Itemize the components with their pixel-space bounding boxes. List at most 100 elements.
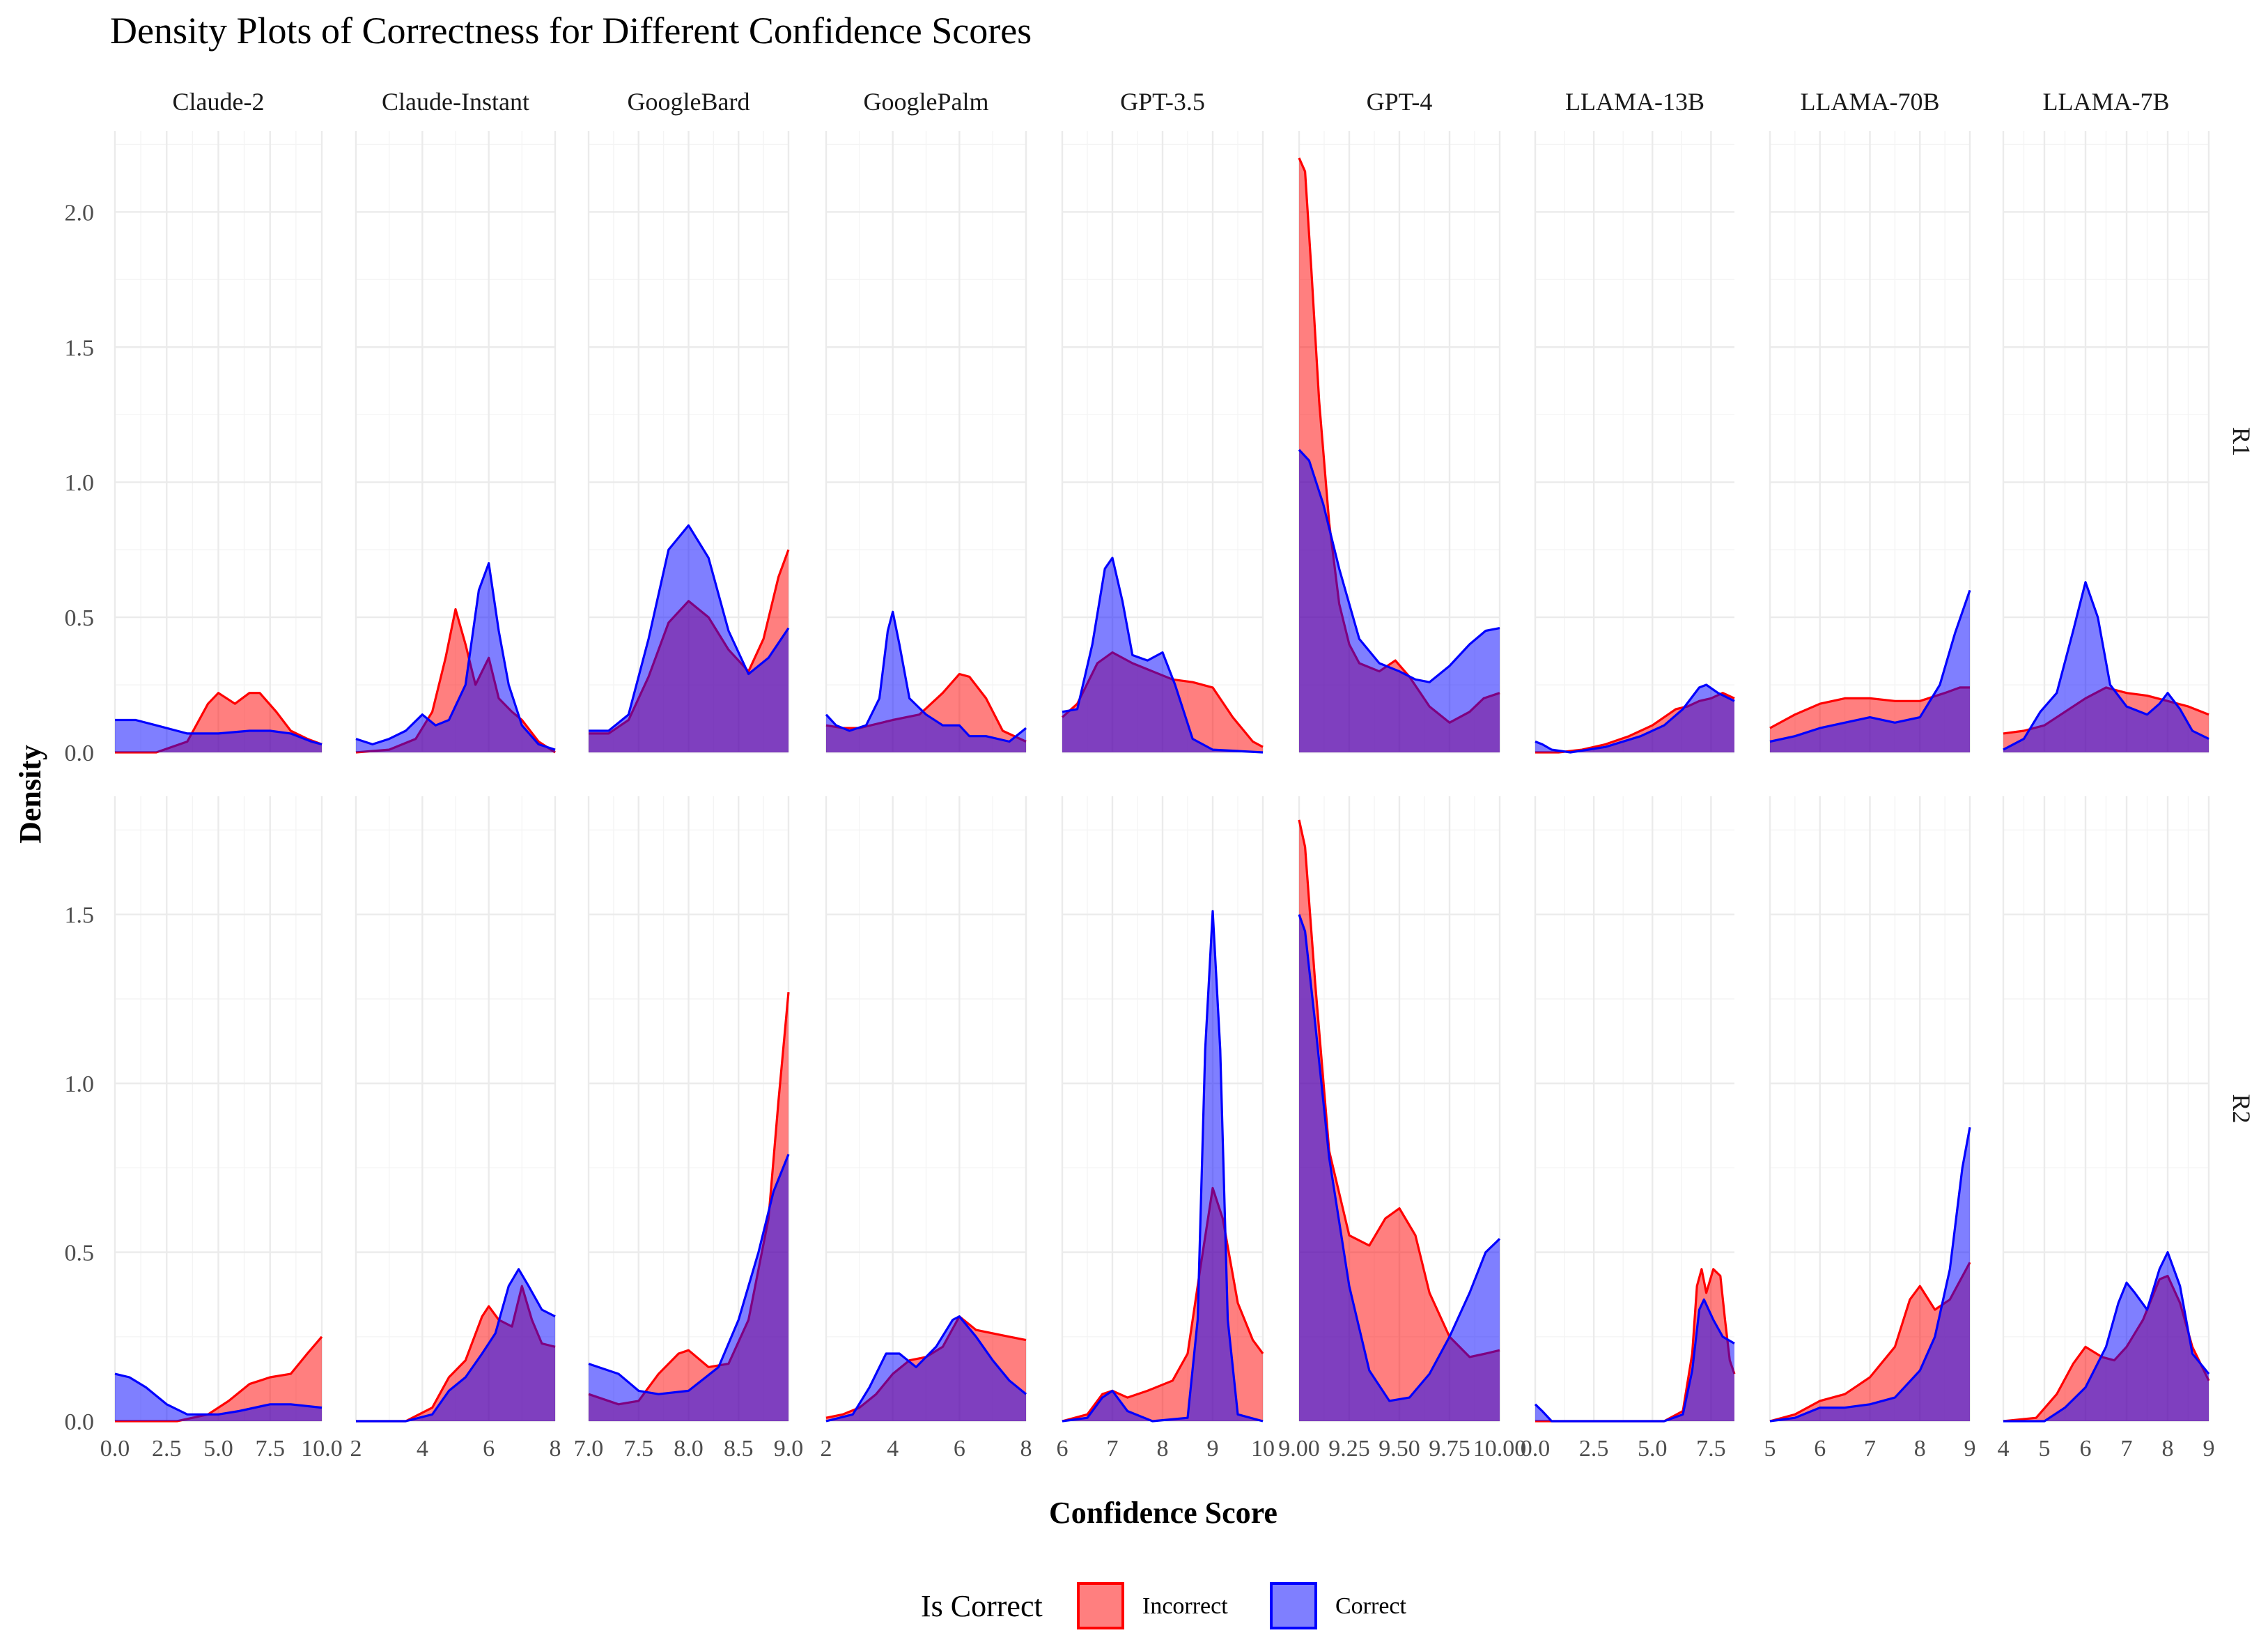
density-area-correct: [826, 1316, 1026, 1421]
column-strip-label: LLAMA-70B: [1801, 88, 1940, 116]
panel-r2-gpt-3-5: [1061, 796, 1264, 1423]
x-tick-label: 7.5: [256, 1436, 286, 1462]
x-tick-label: 7: [1107, 1436, 1119, 1462]
density-line-incorrect: [825, 672, 1027, 743]
column-strip-label: GoogleBard: [628, 88, 750, 116]
x-tick-label: 8.0: [674, 1436, 704, 1462]
x-tick-label: 9.75: [1429, 1436, 1470, 1462]
density-line-correct: [588, 1154, 790, 1395]
density-area-correct: [1770, 1127, 1970, 1421]
x-tick-label: 8: [2162, 1436, 2174, 1462]
x-tick-label: 9.00: [1278, 1436, 1320, 1462]
legend-key-correct: [1270, 1582, 1317, 1629]
density-line-incorrect: [1535, 1268, 1736, 1423]
density-line-correct: [1062, 557, 1264, 754]
x-tick-label: 5.0: [203, 1436, 233, 1462]
x-tick-label: 6: [2080, 1436, 2092, 1462]
density-line-incorrect: [1769, 1262, 1971, 1423]
x-tick-label: 9: [2203, 1436, 2215, 1462]
panel-r1-gpt-3-5: [1061, 131, 1264, 754]
density-area-correct: [1299, 449, 1500, 752]
chart-title: Density Plots of Correctness for Differe…: [110, 10, 1032, 52]
panel-r1-llama-70b: [1769, 131, 1971, 754]
density-line-correct: [1298, 449, 1500, 683]
x-tick-label: 8: [1020, 1436, 1032, 1462]
x-tick-label: 6: [1057, 1436, 1069, 1462]
density-area-correct: [1535, 685, 1734, 752]
density-area-correct: [589, 1154, 789, 1421]
density-line-correct: [355, 561, 556, 751]
x-tick-label: 5: [1764, 1436, 1776, 1462]
x-tick-label: 4: [417, 1436, 428, 1462]
density-line-correct: [589, 524, 790, 732]
x-tick-label: 8.5: [724, 1436, 754, 1462]
density-area-correct: [115, 1374, 322, 1421]
panel-r2-llama-13b: [1534, 796, 1736, 1423]
y-tick-label: 0.5: [65, 1241, 95, 1267]
panel-r1-claude-instant: [355, 131, 557, 754]
x-tick-label: 10: [1251, 1436, 1275, 1462]
density-line-correct: [1062, 910, 1264, 1423]
density-line-correct: [356, 1268, 556, 1423]
column-strip-label: GooglePalm: [864, 88, 989, 116]
y-tick-label: 0.0: [65, 741, 95, 766]
x-tick-label: 7: [2121, 1436, 2133, 1462]
y-tick-label: 0.0: [65, 1409, 95, 1435]
x-tick-label: 8: [1914, 1436, 1926, 1462]
panel-r2-googlepalm: [825, 796, 1027, 1423]
density-area-correct: [356, 563, 555, 752]
column-strip-label: Claude-2: [173, 88, 265, 116]
panel-r2-googlebard: [587, 796, 790, 1423]
legend-title: Is Correct: [921, 1589, 1043, 1623]
density-area-correct: [1299, 914, 1500, 1421]
x-tick-label: 2.5: [152, 1436, 182, 1462]
panel-r2-claude-instant: [355, 796, 557, 1423]
y-tick-label: 0.5: [65, 605, 95, 631]
panel-r2-llama-70b: [1769, 796, 1971, 1423]
density-area-incorrect: [1299, 819, 1500, 1421]
legend-label-correct: Correct: [1335, 1593, 1407, 1619]
density-line-incorrect: [1062, 1186, 1264, 1423]
legend-key-incorrect: [1077, 1582, 1124, 1629]
column-strip-label: GPT-4: [1367, 88, 1433, 116]
x-tick-label: 8: [1157, 1436, 1169, 1462]
column-strip-label: LLAMA-13B: [1565, 88, 1704, 116]
y-tick-label: 1.5: [65, 335, 95, 361]
panel-r1-googlebard: [587, 131, 790, 754]
x-tick-label: 0.0: [100, 1436, 130, 1462]
density-area-correct: [826, 612, 1026, 752]
x-tick-label: 8: [550, 1436, 561, 1462]
panel-r1-gpt-4: [1298, 131, 1501, 754]
density-line-correct: [1769, 589, 1971, 743]
y-tick-label: 1.0: [65, 470, 95, 496]
density-line-correct: [1535, 683, 1735, 754]
axes: 0.00.51.01.52.00.0 2.5 5.0 7.5 10.0 2 4 6 8 7.0 7.…: [65, 200, 2215, 1462]
panel-r1-llama-13b: [1534, 131, 1735, 754]
x-tick-label: 10.00: [1473, 1436, 1527, 1462]
x-tick-label: 6: [954, 1436, 965, 1462]
density-line-correct: [1769, 1126, 1971, 1423]
density-area-correct: [1535, 1299, 1734, 1421]
y-tick-label: 1.0: [65, 1071, 95, 1097]
density-area-incorrect: [115, 1336, 322, 1421]
facet-panels: [114, 131, 2210, 1423]
density-line-correct: [1534, 1298, 1735, 1423]
density-line-correct: [825, 610, 1027, 743]
column-strip-label: LLAMA-7B: [2043, 88, 2170, 116]
x-tick-label: 0.0: [1521, 1436, 1551, 1462]
panel-background: [1535, 131, 1734, 752]
x-tick-label: 7.5: [624, 1436, 654, 1462]
x-tick-label: 5.0: [1638, 1436, 1668, 1462]
x-tick-label: 6: [1814, 1436, 1826, 1462]
density-line-correct: [1298, 914, 1501, 1402]
facet-strips: R1 R2 Claude-2 Claude-Instant GoogleBard Goog…: [173, 88, 2255, 1124]
panel-r2-gpt-4: [1298, 796, 1501, 1423]
panel-r2-llama-7b: [2002, 796, 2210, 1423]
x-tick-label: 6: [483, 1436, 495, 1462]
x-tick-label: 2: [821, 1436, 832, 1462]
y-axis-title: Density: [13, 745, 47, 844]
panel-r1-googlepalm: [825, 131, 1027, 754]
x-tick-label: 9: [1207, 1436, 1219, 1462]
density-area-correct: [589, 525, 789, 752]
